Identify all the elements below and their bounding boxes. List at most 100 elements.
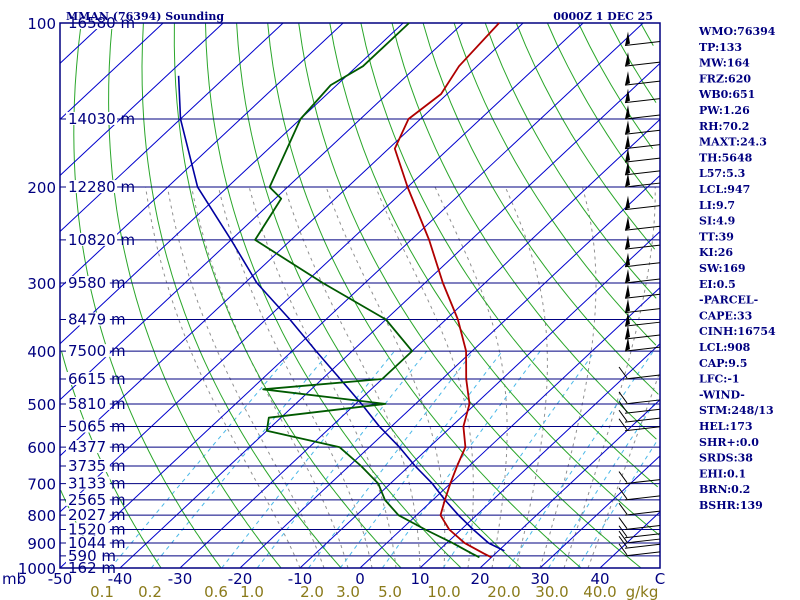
temperature-profile-line (393, 22, 500, 559)
wind-barb-staff (624, 308, 661, 314)
wind-barb-feather (618, 409, 628, 422)
index-value: LI:9.7 (699, 199, 735, 212)
isotherm-line (59, 22, 284, 232)
index-value: MAXT:24.3 (699, 136, 767, 149)
index-value: CAP:9.5 (699, 357, 747, 370)
dry-adiabat-line (329, 22, 660, 536)
wind-barb-flag (625, 173, 630, 188)
index-value: L57:5.3 (699, 167, 745, 180)
index-value: SRDS:38 (699, 452, 753, 465)
index-value: FRZ:620 (699, 72, 751, 85)
temperature-tick-label: 20 (470, 570, 489, 588)
index-value: BRN:0.2 (699, 483, 750, 496)
height-label-bg (66, 508, 110, 522)
mixing-ratio-line (339, 350, 503, 569)
wind-barb-feather (618, 400, 628, 413)
dry-adiabat-line (360, 22, 659, 488)
wind-barb-staff (624, 543, 661, 549)
wind-barb-staff (624, 41, 661, 47)
index-value: PW:1.26 (699, 104, 750, 117)
height-label-bg (66, 276, 110, 290)
pressure-tick-label: 900 (27, 535, 56, 553)
pressure-tick-label: 700 (27, 476, 56, 494)
index-value: BSHR:139 (699, 499, 763, 512)
wind-barb-staff (624, 114, 661, 120)
wind-barb-flag (625, 195, 630, 210)
height-label: 12280 m (68, 178, 135, 196)
pressure-tick-label: 100 (27, 15, 56, 33)
dry-adiabat-line (609, 22, 657, 103)
wind-barb-flag (625, 31, 630, 46)
index-value: EHI:0.1 (699, 467, 746, 480)
wind-barb-staff (624, 170, 661, 176)
pressure-tick-label: 500 (27, 396, 56, 414)
isotherm-line (179, 119, 661, 569)
isotherm-line (539, 455, 661, 569)
index-value: WMO:76394 (698, 25, 776, 38)
wind-barb-feather (618, 418, 628, 431)
mixing-ratio-label: 20.0 (487, 583, 520, 600)
height-label: 6615 m (68, 370, 126, 388)
wind-barb-staff (624, 399, 661, 405)
wind-barb-flag (625, 71, 630, 86)
wind-barb-feather (618, 525, 628, 538)
wind-barb-staff (624, 205, 661, 211)
moist-adiabat-line (539, 186, 597, 569)
moist-adiabat-line (145, 187, 301, 569)
height-label-bg (66, 476, 110, 490)
pressure-tick-label: 200 (27, 179, 56, 197)
index-value: CINH:16754 (699, 325, 776, 338)
height-label-bg (66, 419, 110, 433)
mixing-ratio-line (150, 350, 331, 569)
index-value: CAPE:33 (699, 309, 752, 322)
isotherm-line (239, 175, 661, 569)
wind-barb-staff (624, 321, 661, 327)
isotherm-line (299, 231, 661, 569)
wind-barb-staff (624, 538, 661, 544)
wind-barb-feather (618, 530, 628, 543)
height-label: 3735 m (68, 457, 126, 475)
dry-adiabat-line (484, 22, 657, 299)
dry-adiabat-line (298, 22, 642, 569)
dry-adiabat-line (205, 22, 462, 569)
mixing-ratio-line (381, 350, 541, 569)
height-label: 2565 m (68, 491, 126, 509)
temperature-tick-label: 0 (355, 570, 365, 588)
temperature-tick-label: C (655, 570, 665, 588)
height-label-bg (66, 440, 110, 454)
dry-adiabats (60, 22, 660, 569)
dry-adiabat-line (453, 22, 657, 346)
wind-barb-feather (618, 502, 628, 515)
wind-barb-flag (625, 324, 630, 339)
isotherms (59, 22, 661, 569)
dewpoint-profile-line (254, 22, 480, 559)
plot-frame (59, 22, 661, 569)
wind-barb-feather (618, 517, 628, 529)
temperature-tick-label: 30 (530, 570, 549, 588)
moist-adiabat-line (375, 186, 474, 569)
dry-adiabat-line (640, 22, 654, 46)
mixing-ratio-label: 40.0 (583, 583, 616, 600)
temperature-tick-label: 40 (590, 570, 609, 588)
mixing-ratio-label: 1.0 (240, 583, 264, 600)
wind-barb-flag (625, 148, 630, 163)
wind-barb-staff (624, 182, 661, 188)
temperature-tick-label: -20 (228, 570, 253, 588)
index-value: SW:169 (699, 262, 746, 275)
index-value: KI:26 (699, 246, 733, 259)
wind-barb-staff (624, 408, 661, 414)
height-label-bg (66, 396, 110, 410)
wind-barb-flag (625, 298, 630, 313)
wind-barb-flag (625, 235, 630, 250)
isotherm-line (59, 22, 224, 176)
height-label: 1520 m (68, 521, 126, 539)
index-value: SI:4.9 (699, 215, 735, 228)
height-label-bg (66, 111, 118, 125)
wind-barb-staff (624, 225, 661, 231)
wind-barb-staff (624, 144, 661, 150)
wind-barb-staff (624, 346, 661, 352)
wind-barb-feather (618, 535, 628, 548)
wind-barb-staff (624, 426, 661, 432)
